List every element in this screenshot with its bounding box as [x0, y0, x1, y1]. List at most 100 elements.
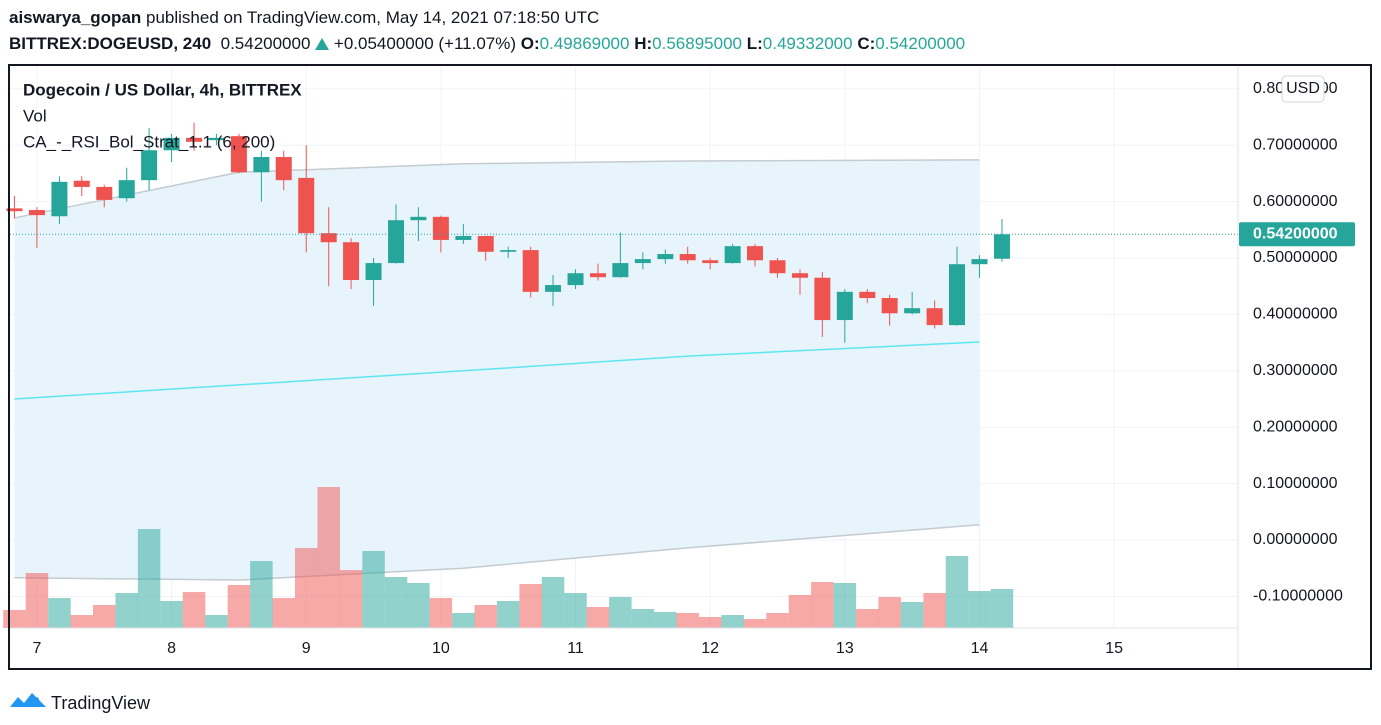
candle-body: [275, 157, 292, 181]
band-lower: [14, 524, 980, 581]
candle-body: [500, 250, 517, 252]
ohlc-label: C:: [857, 34, 876, 53]
candle-body: [567, 273, 584, 286]
candle-body: [28, 210, 45, 216]
candle-body: [545, 285, 562, 292]
y-tick-label: 0.50000000: [1253, 249, 1338, 266]
candle-body: [163, 137, 180, 151]
band-basis: [14, 341, 980, 400]
volume-bar: [631, 609, 655, 628]
candle-body: [365, 263, 382, 280]
y-tick-label: 0.70000000: [1253, 136, 1338, 153]
symbol: BITTREX:DOGEUSD, 240: [9, 34, 212, 53]
ohlc-label: L:: [746, 34, 763, 53]
volume-bar: [205, 615, 228, 628]
volume-bar: [811, 582, 834, 628]
candle-body: [590, 273, 607, 278]
ohlc: O:0.49869000 H:0.56895000 L:0.49332000 C…: [521, 34, 965, 53]
volume-bar: [878, 597, 901, 628]
volume-bar: [339, 570, 363, 628]
x-tick-label: 12: [701, 640, 719, 657]
y-tick-label: 0.30000000: [1253, 362, 1338, 379]
ohlc-label: O:: [520, 34, 540, 53]
candle-body: [477, 235, 494, 252]
volume-bar: [766, 613, 789, 628]
candle-body: [343, 242, 360, 280]
volume-bar: [698, 617, 722, 628]
ohlc-label: H:: [634, 34, 653, 53]
candle-body: [769, 260, 786, 274]
frame: [8, 64, 1372, 670]
candle-body: [657, 254, 674, 260]
volume-bar: [474, 605, 497, 628]
ohlc-value: 0.49869000: [539, 34, 630, 53]
author: aiswarya_gopan: [9, 8, 142, 27]
volume-bar: [968, 591, 991, 628]
volume-bar: [945, 556, 969, 628]
volume-bar: [3, 610, 26, 628]
candle-body: [410, 216, 427, 221]
candle-body: [208, 137, 225, 141]
volume-bar: [429, 598, 453, 628]
candle-body: [432, 216, 449, 240]
volume-bar: [407, 583, 430, 628]
volume-bar: [294, 548, 318, 628]
y-tick-label: 0.00000000: [1253, 531, 1338, 548]
y-tick-label: 0.20000000: [1253, 418, 1338, 435]
volume-bar: [990, 589, 1014, 628]
candle-body: [522, 250, 539, 292]
y-tick-label: 0.60000000: [1253, 193, 1338, 210]
candle-body: [73, 180, 90, 187]
volume-bar: [452, 613, 475, 628]
volume-bar: [25, 573, 49, 628]
volume-bar: [856, 609, 879, 628]
candle-body: [814, 277, 831, 321]
x-tick-label: 8: [167, 640, 176, 657]
volume-bar: [586, 607, 610, 628]
volume-bar: [496, 601, 520, 628]
x-tick-label: 7: [32, 640, 41, 657]
symbol-line: BITTREX:DOGEUSD, 240 0.54200000 +0.05400…: [9, 34, 965, 54]
candle-body: [388, 220, 405, 264]
candle-body: [230, 136, 247, 173]
publish-info: published on TradingView.com, May 14, 20…: [146, 8, 600, 27]
volume-bar: [227, 585, 251, 628]
legend-entry: Dogecoin / US Dollar, 4h, BITTREX: [23, 80, 302, 99]
candle-body: [926, 308, 943, 326]
volume-bar: [272, 598, 295, 628]
ohlc-value: 0.49332000: [762, 34, 853, 53]
volume-bar: [676, 613, 699, 628]
candle-body: [51, 181, 68, 217]
volume-bar: [519, 584, 542, 628]
currency-button: [1281, 75, 1325, 103]
y-tick-label: 0.80000000: [1253, 80, 1338, 97]
volume-bar: [70, 615, 94, 628]
volume-bar: [182, 592, 206, 628]
volume-bar: [564, 593, 587, 628]
candle-body: [679, 254, 696, 261]
volume-bar: [743, 619, 767, 628]
x-tick-label: 14: [971, 640, 989, 657]
candle-body: [836, 291, 853, 321]
x-tick-label: 9: [302, 640, 311, 657]
volume-bar: [833, 583, 857, 628]
volume-bar: [250, 561, 273, 628]
candle-body: [455, 235, 472, 240]
volume-bar: [362, 551, 385, 628]
candle-body: [747, 246, 764, 261]
band-upper: [14, 159, 980, 219]
candle-body: [320, 233, 337, 243]
candle-body: [971, 259, 988, 265]
candle-body: [253, 157, 270, 173]
x-tick-label: 13: [836, 640, 854, 657]
change: +0.05400000 (+11.07%): [333, 34, 517, 53]
candle-body: [186, 137, 203, 142]
legend-entry: CA_-_RSI_Bol_Strat_1.1 (6, 200): [23, 132, 275, 151]
price: 0.54200000: [220, 34, 311, 53]
up-arrow: [315, 38, 330, 50]
candle-body: [141, 150, 158, 181]
y-tick-label: -0.10000000: [1253, 588, 1343, 605]
candle-body: [298, 177, 315, 234]
y-tick-label: 0.40000000: [1253, 306, 1338, 323]
y-tick-label: 0.10000000: [1253, 475, 1338, 492]
